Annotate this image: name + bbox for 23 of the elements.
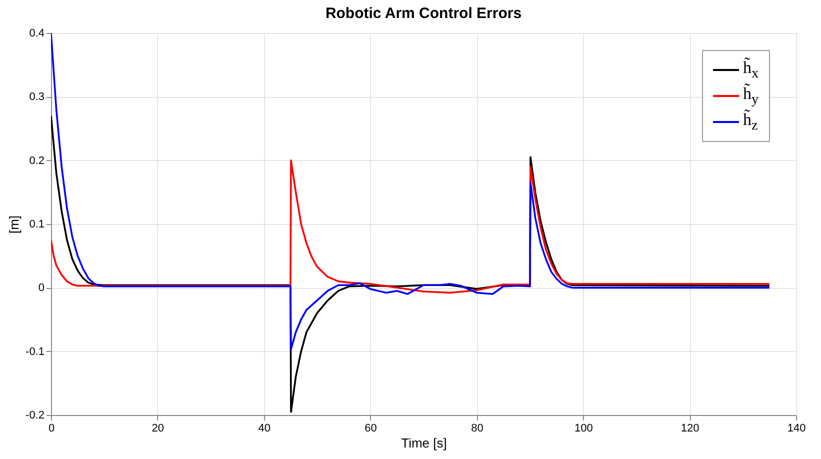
x-tick-label: 60 — [364, 422, 377, 434]
legend-label: h̃$_{y}$ — [743, 84, 759, 108]
x-axis-title: Time [s] — [401, 436, 447, 450]
legend-label: h̃$_{z}$ — [743, 110, 758, 134]
y-tick-label: 0.3 — [29, 91, 44, 104]
y-tick-label: 0.2 — [29, 154, 44, 167]
y-axis-title: [m] — [6, 215, 22, 234]
x-tick-label: 40 — [258, 422, 270, 434]
x-tick-label: 100 — [574, 422, 593, 434]
x-tick-label: 0 — [48, 422, 55, 434]
legend-label: h̃$_{x}$ — [743, 58, 759, 82]
y-tick-label: -0.1 — [26, 346, 44, 358]
x-tick-label: 20 — [152, 422, 164, 434]
chart-title: Robotic Arm Control Errors — [325, 5, 522, 22]
y-tick-label: 0.4 — [29, 28, 44, 40]
y-tick-label: 0.1 — [29, 218, 44, 230]
x-tick-label: 80 — [471, 422, 484, 434]
y-tick-label: -0.2 — [26, 410, 44, 422]
x-tick-label: 120 — [680, 422, 700, 434]
x-tick-label: 140 — [787, 422, 806, 434]
line-series — [51, 159, 770, 294]
line-series — [51, 33, 770, 350]
y-tick-label: 0 — [38, 282, 44, 294]
